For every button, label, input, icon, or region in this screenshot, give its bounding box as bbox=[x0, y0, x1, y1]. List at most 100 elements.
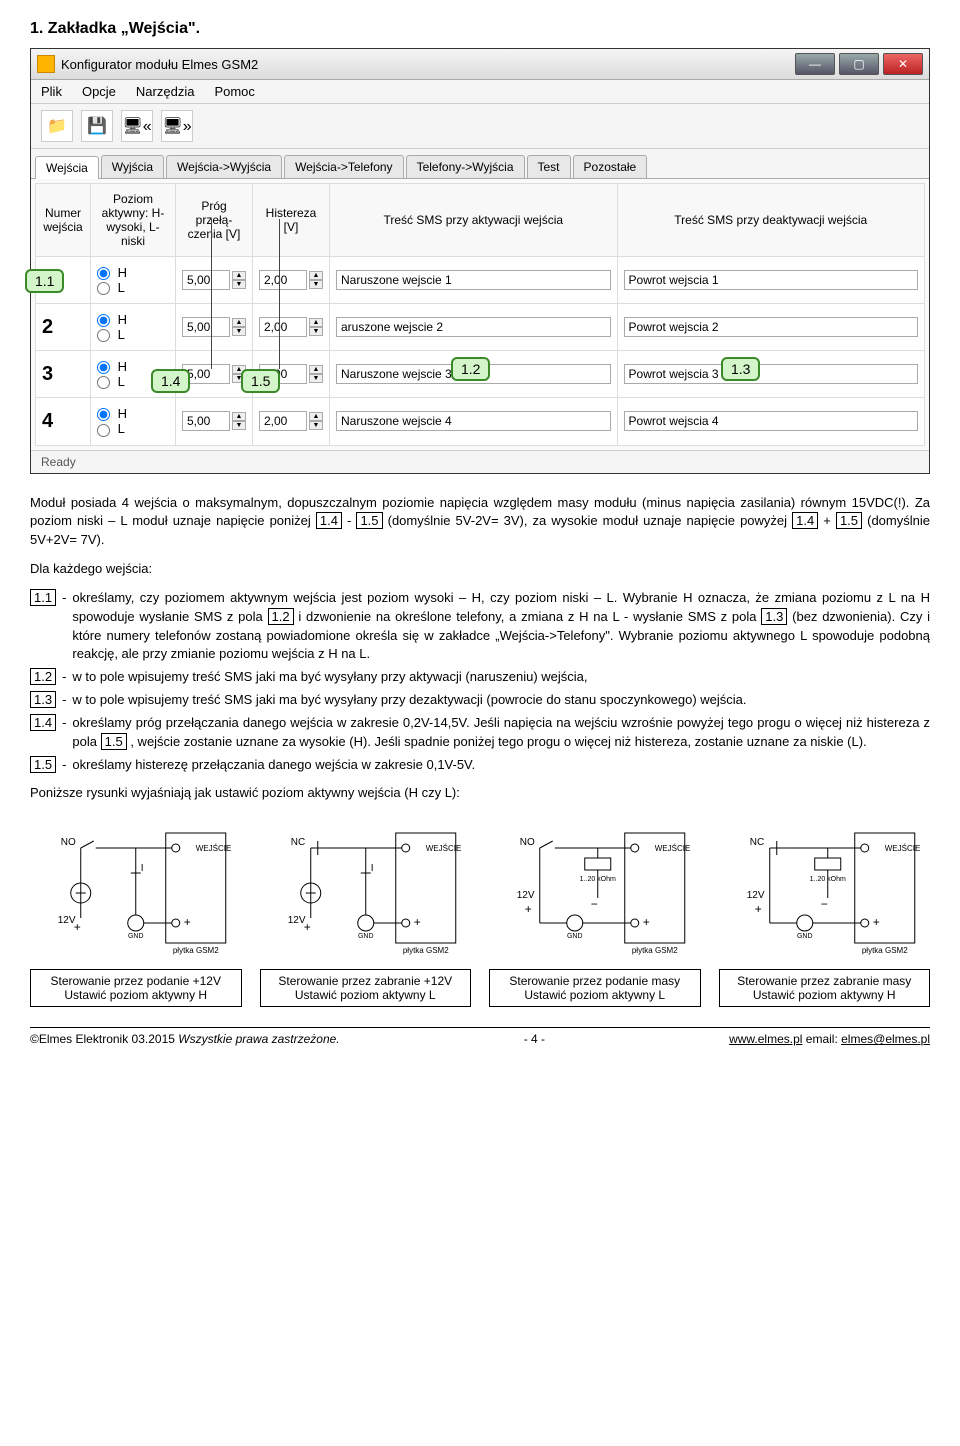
menu-plik[interactable]: Plik bbox=[41, 84, 62, 99]
diagram-4-caption-1: Sterowanie przez zabranie masy bbox=[726, 974, 924, 988]
svg-text:I: I bbox=[141, 863, 144, 874]
write-device-icon[interactable]: 🖥» bbox=[161, 110, 193, 142]
spin-up-icon[interactable]: ▲ bbox=[232, 318, 246, 327]
svg-text:WEJŚCIE: WEJŚCIE bbox=[884, 844, 920, 853]
hyst-input[interactable] bbox=[259, 270, 307, 290]
tab-wyjscia[interactable]: Wyjścia bbox=[101, 155, 164, 178]
radio-l[interactable]: L bbox=[97, 374, 125, 389]
menu-opcje[interactable]: Opcje bbox=[82, 84, 116, 99]
spin-down-icon[interactable]: ▼ bbox=[309, 280, 323, 289]
callout-1-3: 1.3 bbox=[721, 357, 760, 381]
spin-down-icon[interactable]: ▼ bbox=[309, 374, 323, 383]
svg-text:+: + bbox=[643, 915, 650, 929]
level-cell: H L bbox=[91, 257, 176, 304]
row-number: 4 bbox=[36, 398, 91, 445]
menubar: Plik Opcje Narzędzia Pomoc bbox=[31, 80, 929, 104]
threshold-cell: ▲▼ bbox=[176, 304, 253, 351]
spin-down-icon[interactable]: ▼ bbox=[309, 327, 323, 336]
tab-wejscia-wyjscia[interactable]: Wejścia->Wyjścia bbox=[166, 155, 282, 178]
svg-text:12V: 12V bbox=[517, 890, 535, 901]
radio-h[interactable]: H bbox=[97, 406, 127, 421]
table-row: 4 H L▲▼▲▼ bbox=[36, 398, 925, 445]
radio-l[interactable]: L bbox=[97, 421, 125, 436]
tab-wejscia[interactable]: Wejścia bbox=[35, 156, 99, 179]
open-icon[interactable]: 📁 bbox=[41, 110, 73, 142]
sms-deact-input[interactable] bbox=[624, 411, 918, 431]
spin-down-icon[interactable]: ▼ bbox=[232, 421, 246, 430]
spin-up-icon[interactable]: ▲ bbox=[232, 412, 246, 421]
level-cell: H L bbox=[91, 304, 176, 351]
radio-h[interactable]: H bbox=[97, 265, 127, 280]
sms-act-input[interactable] bbox=[336, 411, 611, 431]
radio-l[interactable]: L bbox=[97, 280, 125, 295]
tab-test[interactable]: Test bbox=[527, 155, 571, 178]
ref-1-4: 1.4 bbox=[316, 512, 342, 529]
svg-text:płytka GSM2: płytka GSM2 bbox=[402, 946, 448, 955]
ref-1-5b: 1.5 bbox=[836, 512, 862, 529]
sms-deact-input[interactable] bbox=[624, 317, 918, 337]
hyst-input[interactable] bbox=[259, 411, 307, 431]
spin-down-icon[interactable]: ▼ bbox=[232, 280, 246, 289]
circuit-svg-2: płytka GSM2 WEJŚCIE NC 12V + GND I bbox=[260, 823, 472, 963]
close-button[interactable]: ✕ bbox=[883, 53, 923, 75]
sms-deact-input[interactable] bbox=[624, 270, 918, 290]
svg-text:NC: NC bbox=[290, 837, 304, 848]
svg-text:+: + bbox=[184, 915, 191, 929]
svg-text:−: − bbox=[820, 897, 827, 911]
read-device-icon[interactable]: 🖥« bbox=[121, 110, 153, 142]
row-number: 3 bbox=[36, 351, 91, 398]
table-row: 2 H L▲▼▲▼ bbox=[36, 304, 925, 351]
save-icon[interactable]: 💾 bbox=[81, 110, 113, 142]
sms-act-cell bbox=[330, 398, 618, 445]
spin-down-icon[interactable]: ▼ bbox=[309, 421, 323, 430]
footer-url[interactable]: www.elmes.pl bbox=[729, 1032, 802, 1046]
callout-1-4: 1.4 bbox=[151, 369, 190, 393]
spin-up-icon[interactable]: ▲ bbox=[232, 271, 246, 280]
radio-l[interactable]: L bbox=[97, 327, 125, 342]
tab-telefony-wyjscia[interactable]: Telefony->Wyjścia bbox=[406, 155, 525, 178]
diagram-4: płytka GSM2 WEJŚCIE NC 1..20 kOhm GND 12… bbox=[719, 823, 931, 1007]
minimize-button[interactable]: — bbox=[795, 53, 835, 75]
svg-text:GND: GND bbox=[567, 933, 583, 940]
radio-h[interactable]: H bbox=[97, 359, 127, 374]
spin-up-icon[interactable]: ▲ bbox=[309, 365, 323, 374]
sms-act-input[interactable] bbox=[336, 270, 611, 290]
body-text: Moduł posiada 4 wejścia o maksymalnym, d… bbox=[30, 494, 930, 804]
circuit-svg-3: płytka GSM2 WEJŚCIE NO 1..20 kOhm GND 12… bbox=[489, 823, 701, 963]
diagram-3: płytka GSM2 WEJŚCIE NO 1..20 kOhm GND 12… bbox=[489, 823, 701, 1007]
tab-wejscia-telefony[interactable]: Wejścia->Telefony bbox=[284, 155, 404, 178]
sms-deact-input[interactable] bbox=[624, 364, 918, 384]
table-row: 1 H L▲▼▲▼ bbox=[36, 257, 925, 304]
spin-down-icon[interactable]: ▼ bbox=[232, 327, 246, 336]
menu-narzedzia[interactable]: Narzędzia bbox=[136, 84, 195, 99]
radio-h[interactable]: H bbox=[97, 312, 127, 327]
callout-1-2: 1.2 bbox=[451, 357, 490, 381]
svg-text:NO: NO bbox=[61, 837, 76, 848]
tabbar: Wejścia Wyjścia Wejścia->Wyjścia Wejścia… bbox=[31, 149, 929, 179]
threshold-input[interactable] bbox=[182, 317, 230, 337]
def-1-3: 1.3 - w to pole wpisujemy treść SMS jaki… bbox=[30, 691, 930, 710]
hyst-cell: ▲▼ bbox=[253, 398, 330, 445]
spin-up-icon[interactable]: ▲ bbox=[309, 318, 323, 327]
tab-pozostale[interactable]: Pozostałe bbox=[573, 155, 648, 178]
spin-up-icon[interactable]: ▲ bbox=[309, 412, 323, 421]
svg-text:+: + bbox=[872, 915, 879, 929]
menu-pomoc[interactable]: Pomoc bbox=[214, 84, 254, 99]
circuit-diagrams-row: płytka GSM2 WEJŚCIE NO 12V + GND I + bbox=[30, 823, 930, 1007]
spin-up-icon[interactable]: ▲ bbox=[309, 271, 323, 280]
svg-text:NO: NO bbox=[520, 837, 535, 848]
circuit-svg-1: płytka GSM2 WEJŚCIE NO 12V + GND I + bbox=[30, 823, 242, 963]
svg-text:GND: GND bbox=[796, 933, 812, 940]
diagram-2: płytka GSM2 WEJŚCIE NC 12V + GND I bbox=[260, 823, 472, 1007]
inputs-grid-area: 1.1 1.4 1.5 1.2 1.3 Numer wejścia Poziom… bbox=[31, 179, 929, 450]
threshold-input[interactable] bbox=[182, 411, 230, 431]
sms-act-input[interactable] bbox=[336, 317, 611, 337]
threshold-input[interactable] bbox=[182, 270, 230, 290]
diagram-2-caption-1: Sterowanie przez zabranie +12V bbox=[267, 974, 465, 988]
titlebar: Konfigurator modułu Elmes GSM2 — ▢ ✕ bbox=[31, 49, 929, 80]
diagram-1: płytka GSM2 WEJŚCIE NO 12V + GND I + bbox=[30, 823, 242, 1007]
diagram-2-caption-2: Ustawić poziom aktywny L bbox=[267, 988, 465, 1002]
footer-email[interactable]: elmes@elmes.pl bbox=[841, 1032, 930, 1046]
hyst-input[interactable] bbox=[259, 317, 307, 337]
maximize-button[interactable]: ▢ bbox=[839, 53, 879, 75]
